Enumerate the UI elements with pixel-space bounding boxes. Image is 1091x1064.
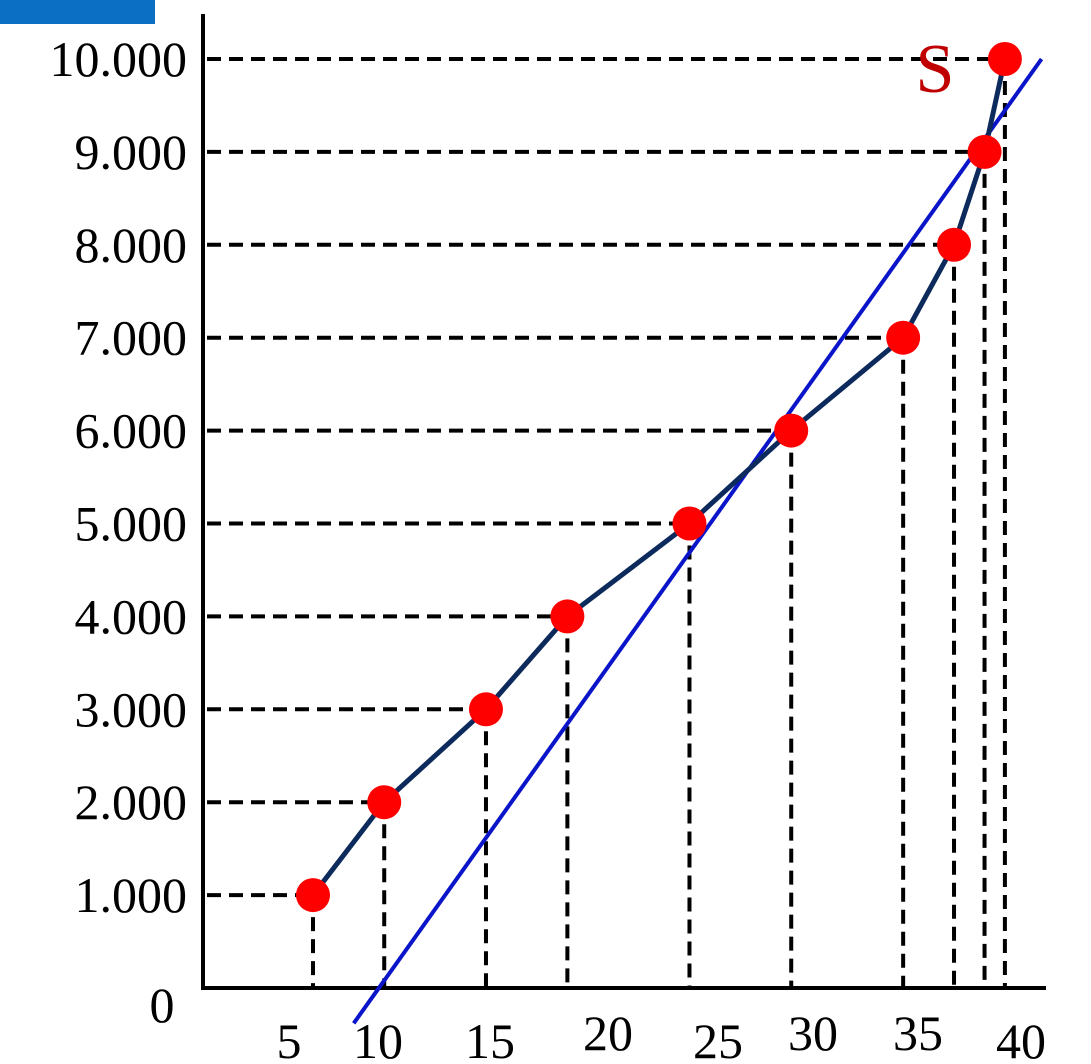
origin-label: 0 — [150, 977, 175, 1033]
guide-lines-group — [207, 57, 1007, 986]
series-line — [310, 56, 1008, 898]
data-point — [886, 320, 921, 355]
y-tick-label: 6.000 — [75, 403, 188, 459]
series-group — [296, 42, 1044, 1025]
data-point — [468, 692, 503, 727]
data-point — [550, 599, 585, 634]
trend-line — [352, 57, 1044, 1025]
x-tick-label: 25 — [693, 1013, 743, 1064]
labels-group: 0 S 1.000 2.000 3.000 4.000 5.000 6.000 7.000 8… — [50, 31, 1047, 1064]
x-tick-label: 5 — [277, 1013, 302, 1064]
x-tick-label: 40 — [996, 1013, 1046, 1064]
y-tick-label: 2.000 — [75, 774, 188, 830]
y-tick-label: 7.000 — [75, 310, 188, 366]
data-point — [774, 413, 809, 448]
y-tick-label: 8.000 — [75, 217, 188, 273]
x-tick-label: 20 — [583, 1005, 633, 1061]
x-tick-label: 30 — [788, 1005, 838, 1061]
data-point — [987, 42, 1022, 76]
curve-label-s: S — [916, 31, 955, 108]
x-tick-label: 35 — [893, 1005, 943, 1061]
axes-group — [201, 14, 1046, 990]
y-tick-label: 4.000 — [75, 588, 188, 644]
y-tick-label: 9.000 — [75, 124, 188, 180]
corner-tab — [0, 0, 155, 24]
y-tick-label: 5.000 — [75, 496, 188, 552]
y-tick-label: 10.000 — [50, 31, 188, 87]
data-point — [367, 785, 402, 820]
x-tick-label: 15 — [465, 1013, 515, 1064]
x-tick-label: 10 — [353, 1013, 403, 1064]
data-point — [296, 878, 330, 913]
data-point — [672, 506, 707, 541]
data-point — [967, 134, 1002, 169]
y-tick-label: 3.000 — [75, 681, 188, 737]
y-tick-label: 1.000 — [75, 867, 188, 923]
data-point — [937, 227, 972, 262]
